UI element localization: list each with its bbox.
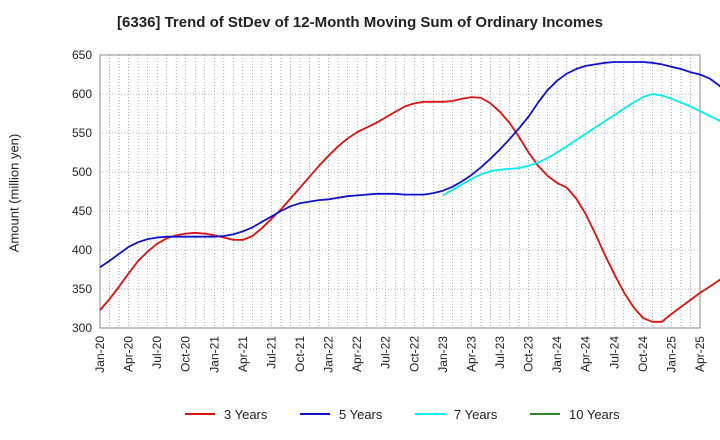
x-tick-label: Oct-20 (179, 336, 193, 372)
x-tick-label: Jan-22 (322, 336, 336, 373)
legend-label: 5 Years (339, 407, 383, 422)
x-tick-label: Jan-21 (207, 336, 221, 373)
y-tick-label: 300 (72, 321, 92, 335)
x-tick-label: Oct-24 (636, 336, 650, 372)
series-line-3-years (99, 96, 720, 323)
x-tick-label: Apr-25 (693, 336, 707, 372)
x-tick-label: Jan-25 (664, 336, 678, 373)
x-tick-label: Apr-23 (464, 336, 478, 372)
y-tick-label: 600 (72, 87, 92, 101)
y-tick-label: 450 (72, 204, 92, 218)
x-tick-label: Jul-22 (379, 336, 393, 369)
x-tick-label: Jan-20 (93, 336, 107, 373)
x-tick-label: Apr-20 (122, 336, 136, 372)
x-tick-label: Oct-23 (522, 336, 536, 372)
y-tick-labels: 300 350 400 450 500 550 600 650 (72, 48, 92, 335)
plot-area (99, 54, 701, 329)
legend: 3 Years 5 Years 7 Years 10 Years (185, 407, 620, 422)
legend-label: 3 Years (224, 407, 268, 422)
series-line-5-years (99, 61, 720, 268)
y-tick-label: 550 (72, 126, 92, 140)
x-tick-label: Jan-24 (550, 336, 564, 373)
x-tick-label: Jul-24 (607, 336, 621, 369)
x-tick-label: Apr-22 (350, 336, 364, 372)
x-tick-label: Oct-21 (293, 336, 307, 372)
y-tick-label: 350 (72, 282, 92, 296)
x-tick-label: Apr-21 (236, 336, 250, 372)
x-tick-labels: Jan-20 Apr-20 Jul-20 Oct-20 Jan-21 Apr-21 Jul-… (93, 336, 707, 373)
x-tick-label: Jul-21 (264, 336, 278, 369)
legend-label: 7 Years (454, 407, 498, 422)
chart-title: [6336] Trend of StDev of 12-Month Moving… (117, 14, 603, 31)
y-tick-label: 650 (72, 48, 92, 62)
series-line-7-years (442, 93, 720, 197)
x-tick-label: Jan-23 (436, 336, 450, 373)
series-layer (99, 61, 720, 323)
legend-label: 10 Years (569, 407, 620, 422)
x-tick-label: Jul-23 (493, 336, 507, 369)
y-tick-label: 400 (72, 243, 92, 257)
x-tick-label: Apr-24 (579, 336, 593, 372)
x-tick-label: Jul-20 (150, 336, 164, 369)
x-tick-label: Oct-22 (407, 336, 421, 372)
y-tick-label: 500 (72, 165, 92, 179)
